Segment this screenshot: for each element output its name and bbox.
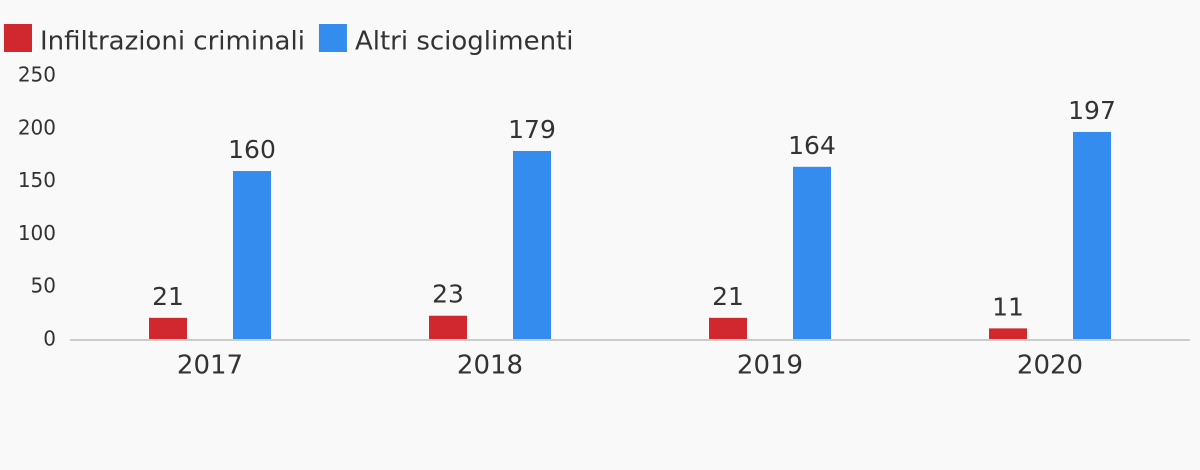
value-label: 160 [228, 135, 276, 164]
bar [709, 317, 747, 340]
y-tick-label: 200 [18, 115, 56, 139]
y-tick-label: 150 [18, 168, 56, 192]
legend-label: Infiltrazioni criminali [40, 27, 305, 57]
legend-swatch [4, 24, 32, 52]
bar [513, 150, 551, 340]
x-tick-label: 2018 [457, 351, 523, 381]
x-tick-label: 2017 [177, 351, 243, 381]
y-tick-label: 100 [18, 221, 56, 245]
value-label: 21 [712, 282, 744, 311]
y-tick-label: 50 [31, 274, 56, 298]
value-label: 197 [1068, 96, 1116, 125]
value-label: 179 [508, 115, 556, 144]
x-tick-label: 2019 [737, 351, 803, 381]
bar [989, 328, 1027, 340]
value-label: 21 [152, 282, 184, 311]
bar [233, 171, 271, 340]
bar [429, 315, 467, 340]
value-label: 23 [432, 280, 464, 309]
value-label: 164 [788, 131, 836, 160]
value-label: 11 [992, 292, 1024, 321]
bar [793, 166, 831, 340]
y-tick-label: 0 [43, 327, 56, 351]
x-tick-label: 2020 [1017, 351, 1083, 381]
bar [1073, 131, 1111, 340]
y-tick-label: 250 [18, 63, 56, 87]
bar [149, 317, 187, 340]
legend-label: Altri scioglimenti [355, 27, 574, 57]
legend-swatch [318, 24, 347, 52]
